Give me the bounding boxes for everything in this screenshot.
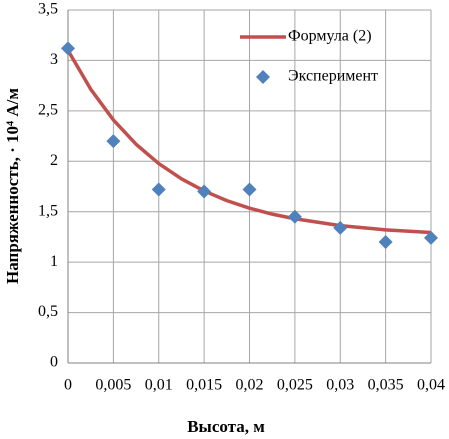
data-point (151, 182, 166, 197)
x-tick-label: 0,015 (186, 377, 222, 394)
legend-label: Формула (2) (288, 28, 372, 45)
data-point (242, 182, 257, 197)
x-tick-label: 0,01 (145, 377, 173, 394)
x-tick-label: 0,02 (236, 377, 264, 394)
data-point (287, 209, 302, 224)
x-axis-title: Высота, м (187, 417, 265, 436)
x-tick-label: 0,025 (277, 377, 313, 394)
x-tick-label: 0,03 (326, 377, 354, 394)
data-point (378, 234, 393, 249)
data-point (424, 230, 438, 245)
data-point (106, 134, 121, 149)
y-tick-label: 1 (50, 253, 58, 270)
data-point (333, 220, 348, 235)
x-tick-label: 0,005 (95, 377, 131, 394)
legend-label: Эксперимент (288, 68, 378, 85)
y-tick-label: 0,5 (38, 303, 58, 320)
y-tick-label: 2 (50, 152, 58, 169)
formula-line (66, 49, 432, 235)
y-tick-label: 2,5 (38, 102, 58, 119)
data-point (61, 41, 75, 56)
y-axis-title: Напряженность, · 10⁴ А/м (3, 88, 22, 284)
legend-swatch (256, 70, 270, 84)
x-tick-label: 0,035 (368, 377, 404, 394)
y-tick-label: 3,5 (38, 1, 58, 18)
y-tick-label: 0 (50, 354, 58, 371)
x-tick-label: 0 (64, 377, 72, 394)
x-tick-label: 0,04 (417, 377, 445, 394)
data-point (197, 184, 212, 199)
y-tick-label: 3 (50, 51, 58, 68)
y-tick-label: 1,5 (38, 202, 58, 219)
